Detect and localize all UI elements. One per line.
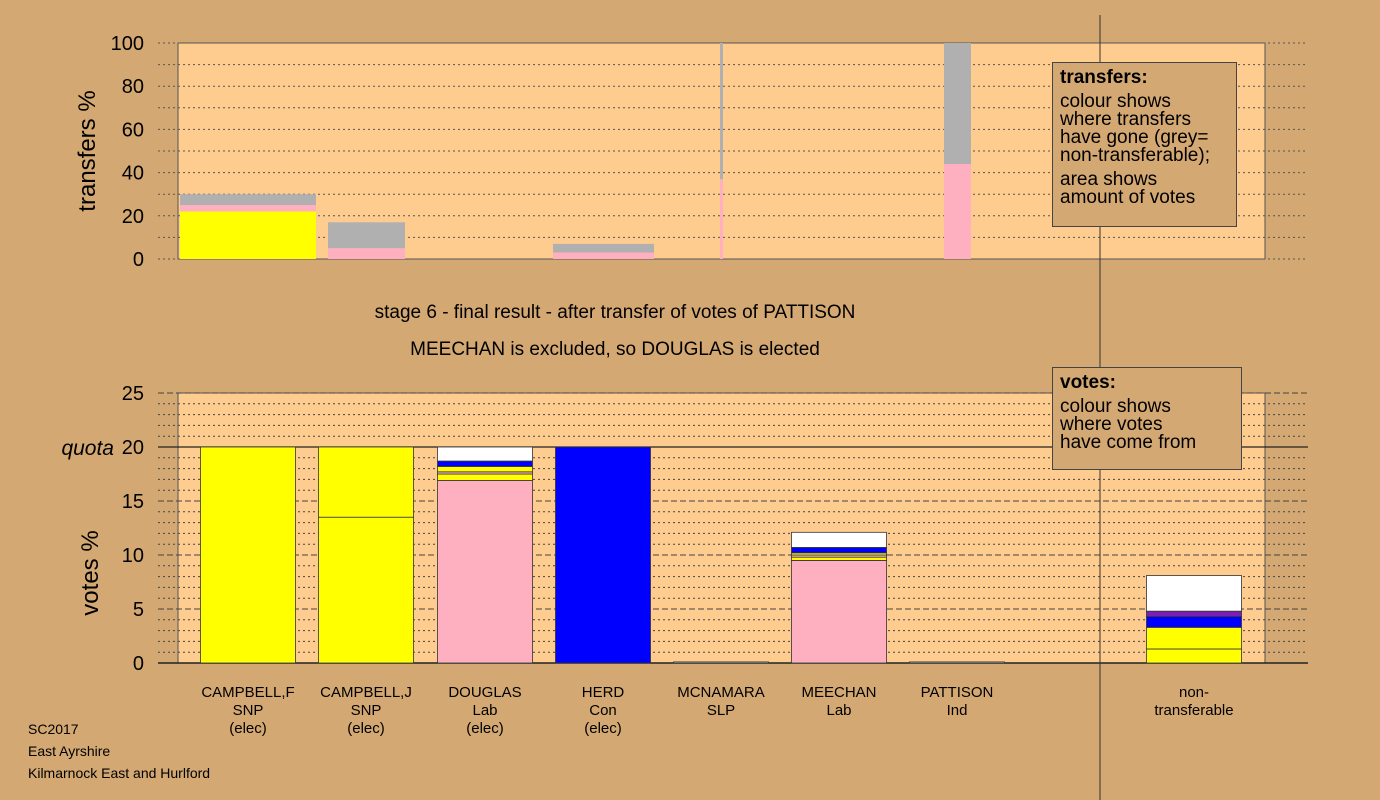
votes-tick-label: 5 [133, 599, 144, 621]
transfer-segment [720, 179, 723, 259]
footer-election: SC2017 [28, 721, 79, 737]
votes-legend-line: have come from [1060, 432, 1197, 453]
votes-legend: votes: colour shows where votes have com… [1052, 367, 1242, 470]
transfers-legend-line: where transfers [1060, 109, 1191, 130]
votes-legend-heading: votes: [1060, 372, 1116, 393]
transfers-tick-label: 100 [111, 33, 144, 55]
votes-axis-label: votes % [77, 530, 104, 615]
transfer-segment [328, 222, 405, 249]
candidate-label: MEECHAN [801, 684, 876, 701]
transfers-legend-line: amount of votes [1060, 187, 1196, 208]
transfer-segment [180, 211, 316, 259]
candidate-label: Lab [472, 702, 497, 719]
transfer-segment [720, 43, 723, 180]
candidate-label: SNP [351, 702, 382, 719]
candidate-label: (elec) [584, 720, 622, 737]
quota-label: quota [61, 437, 114, 460]
vote-segment [437, 446, 533, 462]
vote-segment [555, 446, 651, 664]
transfers-tick-label: 20 [122, 206, 144, 228]
candidate-label: SLP [707, 702, 735, 719]
candidate-label: PATTISON [921, 684, 994, 701]
candidate-label: (elec) [466, 720, 504, 737]
vote-segment [673, 661, 769, 664]
vote-segment [437, 480, 533, 664]
candidate-label: MCNAMARA [677, 684, 765, 701]
nontransferable-segment [1146, 575, 1242, 612]
transfer-segment [180, 194, 316, 205]
votes-legend-line: colour shows [1060, 396, 1171, 417]
nontransferable-segment [1146, 626, 1242, 650]
transfers-tick-label: 80 [122, 76, 144, 98]
votes-tick-label: 15 [122, 491, 144, 513]
vote-segment [318, 446, 414, 518]
votes-tick-label: 25 [122, 383, 144, 405]
stage-subtitle: MEECHAN is excluded, so DOUGLAS is elect… [410, 339, 820, 360]
candidate-labels: CAMPBELL,FSNP(elec)CAMPBELL,JSNP(elec)DO… [201, 684, 1233, 737]
vote-segment [318, 516, 414, 664]
vote-segment [791, 547, 887, 554]
vote-segment [437, 460, 533, 467]
transfers-legend-line: area shows [1060, 169, 1158, 190]
stage-title: stage 6 - final result - after transfer … [375, 302, 856, 323]
vote-segment [909, 661, 1005, 664]
votes-tick-label: 10 [122, 545, 144, 567]
candidate-label: SNP [233, 702, 264, 719]
candidate-label: HERD [582, 684, 625, 701]
transfer-segment [944, 43, 971, 164]
vote-segment [437, 473, 533, 481]
nontransferable-segment [1146, 616, 1242, 628]
transfers-legend-heading: transfers: [1060, 67, 1148, 88]
nontransferable-segment [1146, 648, 1242, 664]
transfers-legend-line: have gone (grey= [1060, 127, 1209, 148]
nontransferable-segment [1146, 610, 1242, 617]
transfer-segment [944, 163, 971, 259]
vote-segment [791, 531, 887, 548]
transfers-legend-line: colour shows [1060, 91, 1171, 112]
votes-tick-label: 0 [133, 653, 144, 675]
vote-segment [200, 446, 296, 664]
transfer-segment [553, 252, 654, 259]
transfers-tick-label: 0 [133, 249, 144, 271]
transfers-axis-label: transfers % [74, 90, 101, 211]
vote-segment [791, 560, 887, 664]
transfers-tick-label: 40 [122, 163, 144, 185]
candidate-label: Ind [947, 702, 968, 719]
candidate-label: transferable [1154, 702, 1233, 719]
votes-panel: 0 5 10 15 20 25 quota votes % [61, 383, 1308, 675]
candidate-label: (elec) [229, 720, 267, 737]
transfer-segment [328, 248, 405, 259]
footer-ward: Kilmarnock East and Hurlford [28, 765, 211, 781]
vote-segment [791, 556, 887, 561]
candidate-label: Con [589, 702, 617, 719]
candidate-label: non- [1179, 684, 1209, 701]
candidate-label: DOUGLAS [448, 684, 521, 701]
transfers-tick-label: 60 [122, 119, 144, 141]
candidate-label: (elec) [347, 720, 385, 737]
candidate-label: CAMPBELL,F [201, 684, 294, 701]
footer-council: East Ayrshire [28, 743, 111, 759]
transfers-legend: transfers: colour shows where transfers … [1052, 62, 1237, 227]
transfer-segment [180, 205, 316, 212]
votes-legend-line: where votes [1060, 414, 1163, 435]
candidate-label: CAMPBELL,J [320, 684, 412, 701]
vote-segment [437, 466, 533, 473]
votes-tick-label: 20 [122, 437, 144, 459]
transfer-segment [553, 243, 654, 253]
transfers-legend-line: non-transferable); [1060, 145, 1210, 166]
candidate-label: Lab [826, 702, 851, 719]
